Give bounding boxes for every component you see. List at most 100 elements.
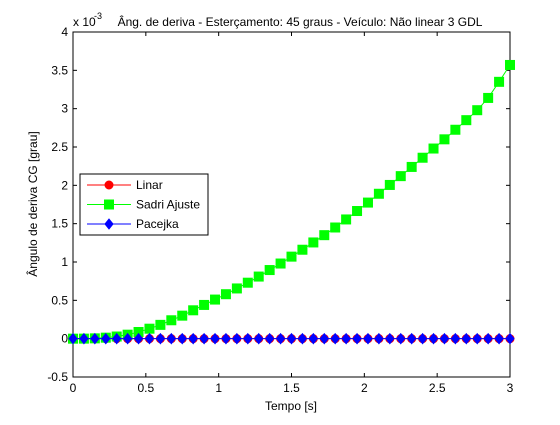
y-tick-label: 1.5 bbox=[51, 217, 68, 231]
data-point bbox=[220, 289, 231, 300]
y-tick-label: 0.5 bbox=[51, 293, 68, 307]
y-axis-label: Ângulo de deriva CG [grau] bbox=[25, 131, 40, 276]
data-point bbox=[494, 332, 504, 345]
data-point bbox=[319, 230, 330, 241]
x-axis-label: Tempo [s] bbox=[265, 399, 317, 413]
data-point bbox=[319, 332, 329, 345]
data-point bbox=[144, 323, 155, 334]
data-point bbox=[450, 332, 461, 345]
y-tick-label: 4 bbox=[61, 25, 68, 39]
x-tick-label: 1.5 bbox=[283, 381, 300, 395]
x-tick-label: 2.5 bbox=[429, 381, 446, 395]
data-point bbox=[428, 143, 439, 154]
data-point bbox=[384, 179, 395, 190]
data-point bbox=[232, 332, 242, 345]
x-tick-label: 2 bbox=[361, 381, 368, 395]
legend-label: Pacejka bbox=[136, 217, 179, 231]
data-point bbox=[177, 310, 188, 321]
legend-label: Linar bbox=[136, 178, 163, 192]
legend-label: Sadri Ajuste bbox=[136, 198, 200, 212]
data-point bbox=[472, 332, 482, 345]
data-point bbox=[363, 332, 373, 345]
legend-marker bbox=[104, 199, 114, 210]
data-point bbox=[166, 332, 176, 345]
data-point bbox=[264, 265, 275, 276]
legend-marker bbox=[104, 180, 114, 190]
legend-marker bbox=[104, 218, 114, 230]
data-point bbox=[505, 332, 515, 345]
x-tick-label: 0 bbox=[70, 381, 77, 395]
data-point bbox=[406, 161, 417, 172]
data-point bbox=[352, 206, 363, 217]
data-point bbox=[199, 332, 209, 345]
data-point bbox=[483, 332, 493, 345]
data-point bbox=[297, 332, 308, 345]
data-point bbox=[199, 299, 210, 310]
data-point bbox=[231, 283, 242, 294]
data-point bbox=[90, 332, 100, 345]
data-point bbox=[352, 332, 362, 345]
data-point bbox=[407, 332, 417, 345]
data-point bbox=[362, 197, 373, 208]
y-exponent-label: x 10 bbox=[73, 15, 96, 29]
chart-title: Âng. de deriva - Esterçamento: 45 graus … bbox=[118, 14, 483, 29]
legend: Linar Sadri Ajuste Pacejka bbox=[79, 173, 209, 236]
data-point bbox=[155, 319, 166, 330]
data-point bbox=[308, 332, 318, 345]
data-point bbox=[439, 332, 450, 345]
data-point bbox=[144, 332, 155, 345]
data-point bbox=[472, 105, 483, 116]
legend-entry: Pacejka bbox=[87, 217, 179, 231]
x-tick-label: 3 bbox=[507, 381, 514, 395]
data-point bbox=[428, 332, 439, 345]
data-point bbox=[122, 332, 133, 345]
data-point bbox=[112, 332, 122, 345]
data-point bbox=[417, 152, 428, 163]
data-point bbox=[254, 332, 264, 345]
y-tick-label: 3 bbox=[61, 102, 68, 116]
y-tick-label: 2 bbox=[61, 178, 68, 192]
data-point bbox=[101, 332, 111, 345]
x-tick-label: 1 bbox=[215, 381, 222, 395]
data-point bbox=[439, 134, 450, 145]
data-point bbox=[373, 188, 384, 199]
data-point bbox=[243, 332, 253, 345]
data-point bbox=[265, 332, 275, 345]
data-point bbox=[275, 332, 286, 345]
data-point bbox=[483, 92, 494, 103]
y-tick-label: 1 bbox=[61, 255, 68, 269]
data-point bbox=[308, 237, 319, 248]
data-point bbox=[242, 277, 253, 288]
data-point bbox=[385, 332, 395, 345]
data-point bbox=[341, 332, 351, 345]
data-point bbox=[330, 222, 341, 233]
data-point bbox=[275, 258, 286, 269]
data-point bbox=[286, 332, 297, 345]
data-point bbox=[450, 124, 461, 135]
data-point bbox=[395, 171, 406, 182]
data-point bbox=[330, 332, 340, 345]
series-pacejka bbox=[68, 332, 515, 345]
data-point bbox=[396, 332, 406, 345]
data-point bbox=[461, 332, 471, 345]
y-tick-label: 2.5 bbox=[51, 140, 68, 154]
data-point bbox=[494, 76, 505, 87]
data-point bbox=[417, 332, 428, 345]
data-point bbox=[505, 59, 515, 70]
data-point bbox=[166, 315, 177, 326]
data-point bbox=[155, 332, 166, 345]
data-point bbox=[210, 332, 220, 345]
data-point bbox=[297, 244, 308, 255]
x-axis: 0 0.5 1 1.5 2 2.5 3 bbox=[70, 32, 514, 395]
data-point bbox=[461, 115, 472, 126]
data-point bbox=[177, 332, 187, 345]
data-point bbox=[221, 332, 231, 345]
data-point bbox=[341, 214, 352, 225]
data-point bbox=[374, 332, 384, 345]
data-point bbox=[188, 332, 198, 345]
series-layer bbox=[68, 59, 515, 345]
legend-entry: Linar bbox=[87, 178, 163, 192]
data-point bbox=[210, 294, 221, 305]
y-exponent-value: -3 bbox=[94, 11, 102, 21]
